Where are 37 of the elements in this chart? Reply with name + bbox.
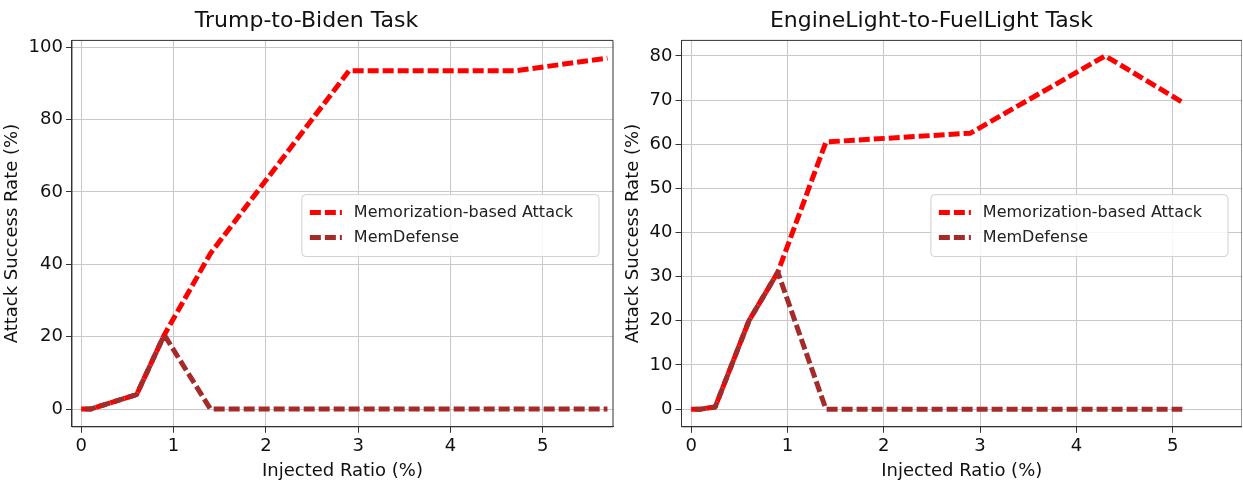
y-tick-label: 80 [649,43,673,65]
y-tick-label: 40 [649,220,673,242]
y-tick-label: 100 [28,34,63,56]
x-tick-label: 5 [537,434,549,456]
y-axis-title: Attack Success Rate (%) [0,123,22,344]
x-axis-title: Injected Ratio (%) [261,458,424,480]
x-tick-label: 4 [1070,434,1083,456]
x-tick-label: 2 [260,434,272,456]
y-tick-label: 40 [40,252,63,274]
legend-label: MemDefense [353,226,460,246]
legend-label: MemDefense [982,226,1089,246]
x-tick-label: 1 [167,434,180,456]
x-tick-label: 0 [75,434,87,456]
legend-label: Memorization-based Attack [353,201,574,221]
y-tick-label: 20 [649,308,673,330]
x-tick-label: 3 [352,434,364,456]
y-tick-label: 60 [40,179,63,201]
x-tick-label: 3 [974,434,986,456]
y-tick-label: 30 [649,264,673,286]
x-tick-label: 1 [781,434,794,456]
y-tick-label: 50 [649,176,673,198]
x-tick-label: 4 [444,434,457,456]
x-tick-label: 5 [1166,434,1179,456]
y-tick-label: 80 [40,107,63,129]
y-tick-label: 0 [661,396,673,418]
x-axis-title: Injected Ratio (%) [881,458,1043,480]
legend-label: Memorization-based Attack [982,201,1203,221]
y-tick-label: 0 [51,396,63,418]
y-tick-label: 20 [40,324,63,346]
x-tick-label: 2 [878,434,890,456]
y-tick-label: 10 [649,352,673,374]
x-tick-label: 0 [685,434,697,456]
y-axis-title: Attack Success Rate (%) [621,123,643,344]
chart-title: Trump-to-Biden Task [193,6,419,32]
y-tick-label: 70 [649,87,673,109]
chart-title: EngineLight-to-FuelLight Task [769,6,1094,32]
y-tick-label: 60 [649,131,673,153]
